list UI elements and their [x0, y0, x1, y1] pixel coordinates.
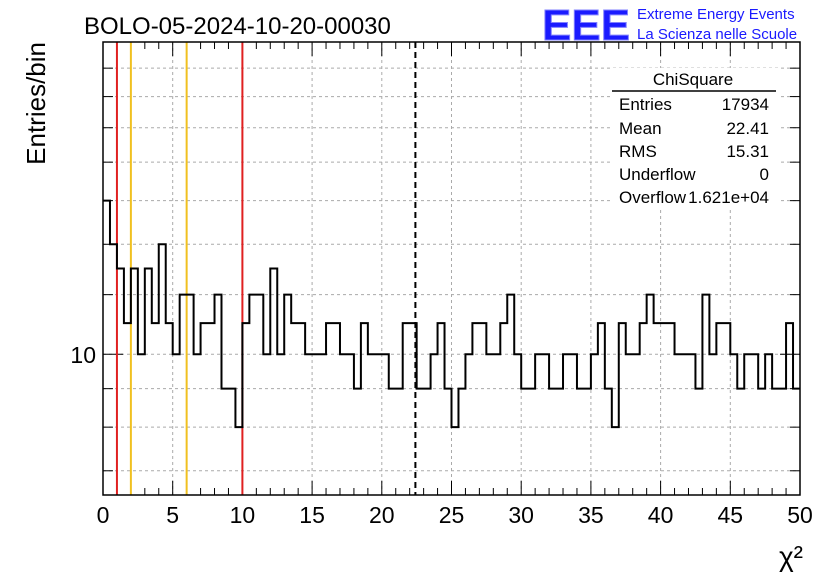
stats-value-underflow: 0 [760, 165, 769, 184]
stats-value-rms: 15.31 [726, 142, 769, 161]
x-tick-label: 45 [718, 502, 744, 528]
stats-label-underflow: Underflow [619, 165, 696, 184]
stats-value-entries: 17934 [722, 95, 769, 114]
run-title: BOLO-05-2024-10-20-00030 [84, 13, 391, 40]
eee-logo-mark: EEE [542, 1, 630, 50]
stats-box-title: ChiSquare [653, 70, 733, 89]
histogram-line [103, 199, 800, 429]
stats-value-mean: 22.41 [726, 119, 769, 138]
eee-logo: EEE Extreme Energy Events La Scienza nel… [542, 1, 798, 51]
stats-label-mean: Mean [619, 119, 662, 138]
x-tick-label: 5 [166, 502, 179, 528]
stats-value-overflow: 1.621e+04 [688, 188, 769, 207]
y-tick-label: 10 [70, 342, 96, 368]
stats-label-entries: Entries [619, 95, 672, 114]
x-tick-labels: 0 5 10 15 20 25 30 35 40 45 50 [97, 502, 813, 528]
eee-logo-line2: La Scienza nelle Scuole [637, 26, 797, 43]
stats-label-rms: RMS [619, 142, 657, 161]
eee-logo-line1: Extreme Energy Events [637, 6, 795, 23]
y-tick-labels: 10 [70, 342, 96, 368]
x-tick-label: 15 [299, 502, 325, 528]
x-tick-label: 35 [578, 502, 604, 528]
x-tick-label: 40 [648, 502, 674, 528]
stats-box: ChiSquare Entries 17934 Mean 22.41 RMS 1… [610, 68, 778, 210]
y-axis-label: Entries/bin [21, 42, 51, 165]
x-tick-label: 20 [369, 502, 395, 528]
x-tick-label: 0 [97, 502, 110, 528]
x-tick-label: 50 [787, 502, 813, 528]
x-axis-label: χ² [779, 541, 803, 572]
x-tick-label: 10 [230, 502, 256, 528]
stats-label-overflow: Overflow [619, 188, 687, 207]
x-tick-label: 30 [508, 502, 534, 528]
plot-frame [102, 41, 801, 496]
x-tick-label: 25 [439, 502, 465, 528]
